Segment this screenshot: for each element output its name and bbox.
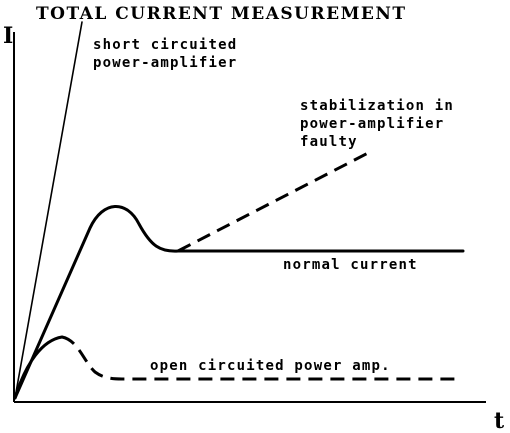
open-circuit-curve xyxy=(61,335,462,381)
label-stabilization-line1: stabilization in xyxy=(300,98,454,114)
stabilization-faulty-curve xyxy=(177,150,371,253)
label-short-circuited-line1: short circuited xyxy=(93,37,237,53)
label-stabilization-line3: faulty xyxy=(300,134,358,150)
label-normal-current: normal current xyxy=(283,257,418,273)
label-short-circuited-line2: power-amplifier xyxy=(93,55,237,71)
label-open-circuited: open circuited power amp. xyxy=(150,358,391,374)
y-axis-label: I xyxy=(3,23,13,49)
label-stabilization-line2: power-amplifier xyxy=(300,116,444,132)
x-axis-label: t xyxy=(494,408,505,433)
open-circuit-rise-curve xyxy=(13,335,64,400)
diagram-title: TOTAL CURRENT MEASUREMENT xyxy=(36,4,407,24)
normal-current-curve xyxy=(13,205,465,400)
short-circuit-curve xyxy=(14,21,83,399)
